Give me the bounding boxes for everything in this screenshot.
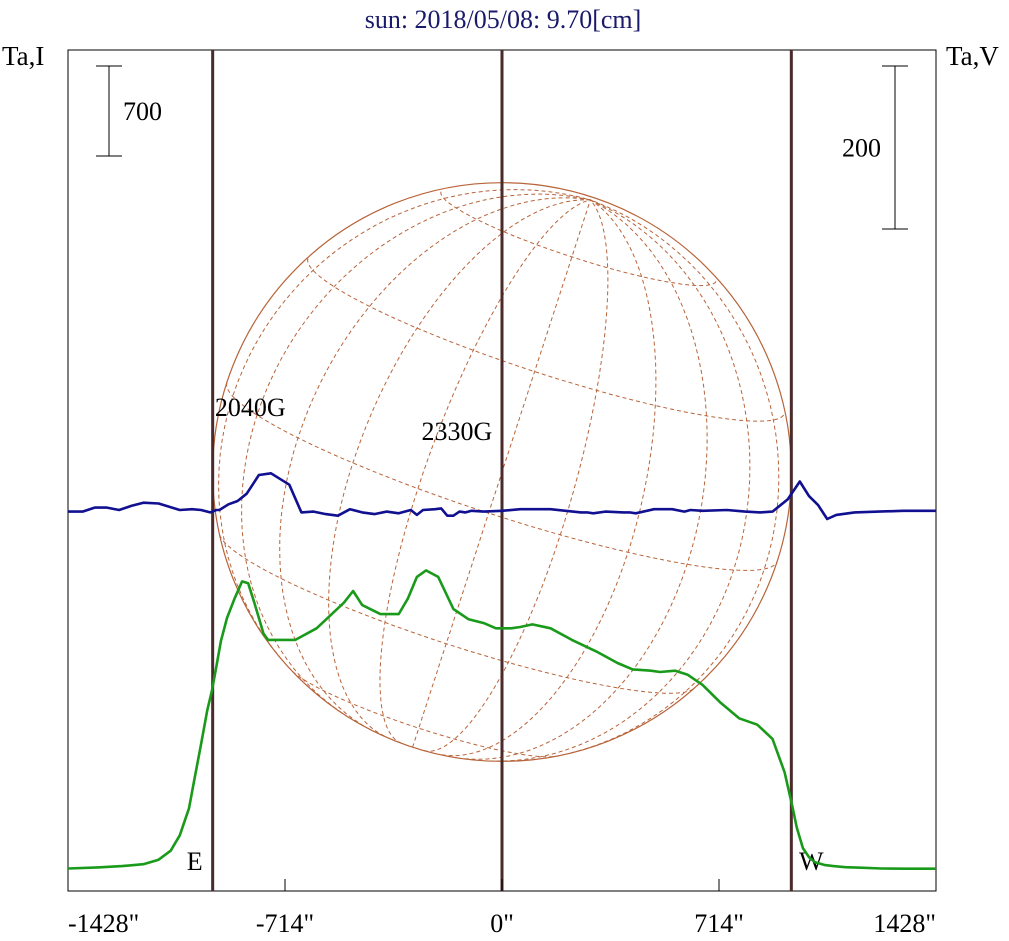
longitude-line — [218, 189, 591, 660]
marker-label-w: W — [799, 847, 824, 876]
longitude-line — [279, 197, 591, 727]
x-tick-label: -1428" — [68, 909, 139, 938]
scale-bar-label-right: 200 — [842, 134, 881, 163]
longitude-line — [489, 199, 751, 762]
x-tick-label: 0" — [490, 909, 514, 938]
field-annotation: 2040G — [215, 393, 286, 422]
left-axis-label: Ta,I — [2, 41, 44, 71]
field-annotation: 2330G — [422, 417, 493, 446]
longitude-line — [423, 199, 609, 752]
latitude-line — [440, 191, 717, 287]
x-tick-label: 1428" — [873, 909, 936, 938]
stokes-i-curve — [67, 569, 936, 871]
stokes-v-curve — [68, 471, 936, 521]
x-tick-label: 714" — [694, 909, 744, 938]
latitude-line — [292, 671, 555, 758]
scale-bar-label-left: 700 — [123, 97, 162, 126]
right-axis-label: Ta,V — [946, 41, 999, 71]
longitude-line — [241, 193, 591, 714]
x-tick-layer: -1428" -714" 0" 714" 1428" — [67, 879, 937, 938]
longitude-line — [441, 199, 657, 757]
longitude-line — [412, 199, 591, 748]
x-tick-label: -714" — [256, 909, 314, 938]
chart-title: sun: 2018/05/08: 9.70[cm] — [365, 5, 642, 34]
scale-bar-layer: 700 200 — [96, 65, 908, 230]
longitude-line — [464, 199, 708, 760]
marker-label-e: E — [187, 847, 203, 876]
longitude-line — [379, 199, 591, 744]
annotation-layer: 2040G 2330G — [215, 393, 492, 446]
longitude-line — [328, 199, 591, 737]
series-layer — [67, 471, 936, 871]
